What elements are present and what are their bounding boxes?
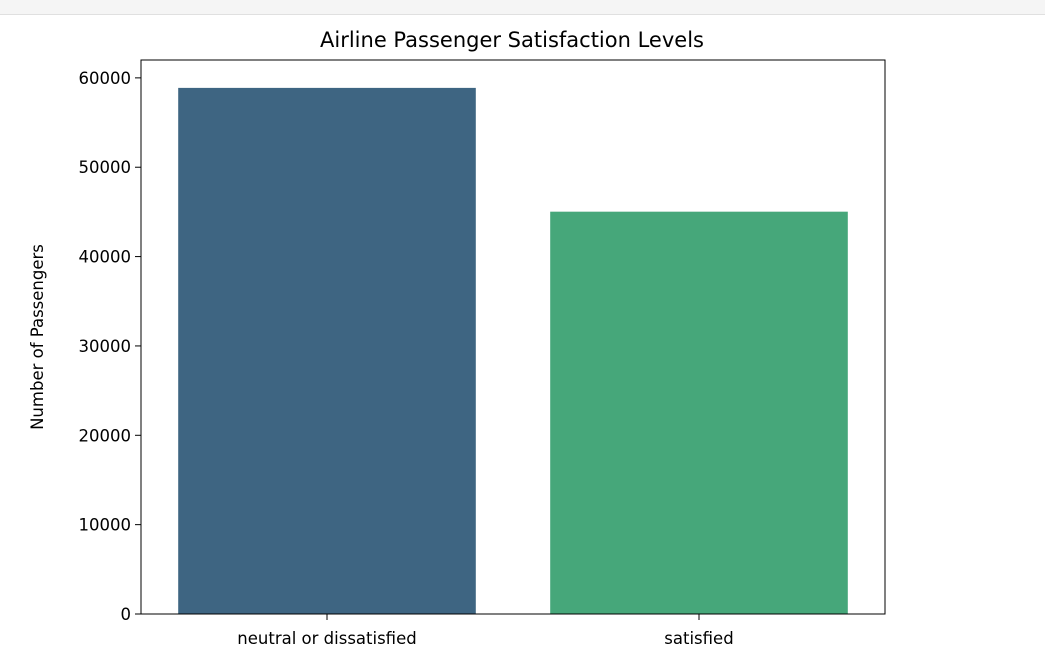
notebook-output-strip <box>0 0 1045 15</box>
plot-frame <box>140 59 886 615</box>
y-tick-label: 10000 <box>79 516 132 535</box>
y-tick-label: 0 <box>121 605 132 624</box>
y-tick-label: 60000 <box>79 69 132 88</box>
bar-neutral-or-dissatisfied <box>178 87 476 615</box>
y-tick-label: 30000 <box>79 337 132 356</box>
y-axis-label: Number of Passengers <box>28 244 47 430</box>
y-tick-label: 40000 <box>79 248 132 267</box>
bar-satisfied <box>550 211 848 614</box>
y-tick-label: 20000 <box>79 426 132 445</box>
chart-title: Airline Passenger Satisfaction Levels <box>320 28 704 52</box>
x-tick-label: neutral or dissatisfied <box>237 629 416 648</box>
x-tick-label: satisfied <box>664 629 733 648</box>
y-tick-label: 50000 <box>79 158 132 177</box>
